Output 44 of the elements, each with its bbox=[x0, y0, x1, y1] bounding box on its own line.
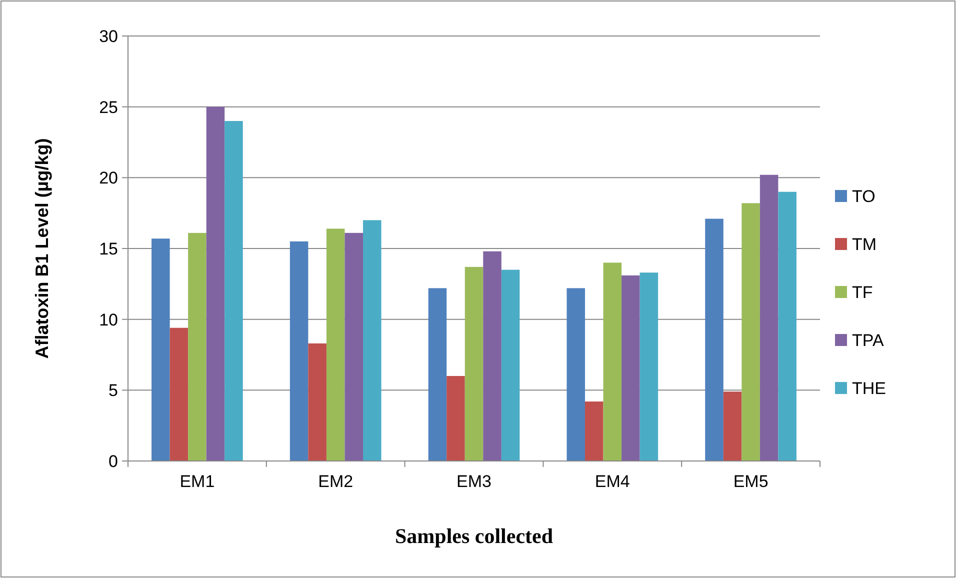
bar bbox=[152, 238, 170, 461]
bar bbox=[363, 220, 382, 461]
x-tick-label: EM4 bbox=[594, 472, 630, 491]
legend-label: THE bbox=[852, 378, 886, 398]
x-tick-label: EM2 bbox=[318, 472, 354, 491]
y-tick-label: 20 bbox=[99, 168, 118, 188]
bar bbox=[326, 228, 345, 461]
bar bbox=[723, 392, 742, 461]
y-axis-title: Aflatoxin B1 Level (µg/kg) bbox=[32, 138, 52, 359]
y-tick-label: 25 bbox=[99, 98, 118, 117]
bar bbox=[464, 266, 484, 461]
bar bbox=[622, 275, 640, 461]
legend-label: TPA bbox=[852, 330, 884, 350]
legend-label: TO bbox=[852, 186, 876, 206]
bar bbox=[760, 174, 778, 461]
bar bbox=[566, 288, 585, 461]
bar bbox=[742, 203, 760, 461]
x-tick-label: EM1 bbox=[180, 472, 215, 491]
y-tick-label: 10 bbox=[99, 310, 118, 330]
y-tick-label: 30 bbox=[99, 26, 118, 46]
y-tick-label: 5 bbox=[108, 381, 118, 400]
legend-label: TM bbox=[852, 234, 877, 254]
x-tick-label: EM5 bbox=[733, 472, 768, 491]
bar bbox=[584, 402, 604, 461]
bar bbox=[224, 121, 243, 461]
bar bbox=[501, 270, 520, 461]
x-axis-title: Samples collected bbox=[394, 524, 554, 548]
bar bbox=[705, 218, 724, 461]
y-tick-label: 15 bbox=[99, 239, 118, 258]
bar bbox=[170, 328, 188, 461]
bar bbox=[640, 272, 658, 461]
x-tick-label: EM3 bbox=[456, 472, 492, 491]
bar bbox=[188, 232, 206, 461]
bar bbox=[428, 288, 447, 461]
legend-label: TF bbox=[852, 282, 873, 302]
bar bbox=[344, 232, 364, 461]
bar bbox=[290, 241, 308, 461]
bar bbox=[446, 376, 465, 461]
bar bbox=[206, 106, 225, 461]
bar bbox=[483, 251, 502, 461]
bar bbox=[778, 192, 796, 461]
bar bbox=[603, 262, 622, 461]
y-tick-label: 0 bbox=[108, 452, 118, 471]
bar bbox=[308, 343, 326, 461]
